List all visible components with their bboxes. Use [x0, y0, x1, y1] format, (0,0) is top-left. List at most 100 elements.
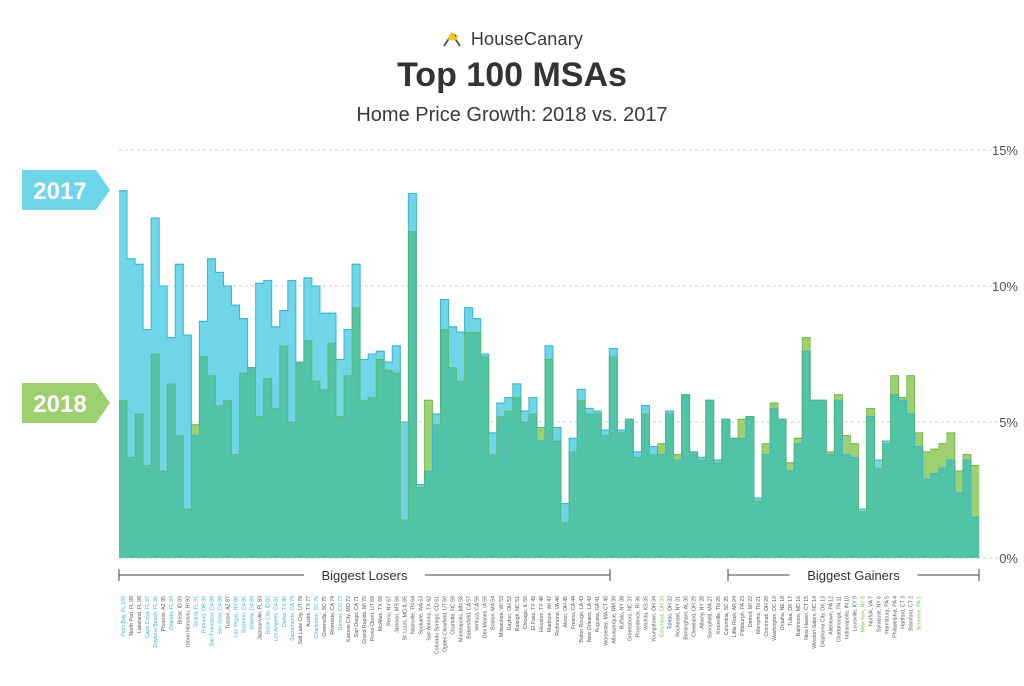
- bar-overlap: [400, 519, 409, 558]
- tag-label: 2017: [33, 178, 86, 205]
- bar-overlap: [834, 400, 843, 558]
- bar-overlap: [175, 435, 184, 558]
- tag-shape: [22, 170, 110, 210]
- bar-diff: [223, 286, 232, 401]
- x-tick-label: Dayton, OH 52: [507, 596, 513, 630]
- y-tick-label: 10%: [992, 279, 1018, 294]
- bar-overlap: [432, 424, 441, 558]
- bar-diff: [794, 438, 803, 444]
- bar-diff: [199, 321, 208, 357]
- bar-overlap: [713, 462, 723, 558]
- bar-diff: [231, 305, 240, 455]
- x-tick-label: McAllen, TX 68: [378, 596, 384, 631]
- bar-diff: [962, 454, 972, 461]
- bar-overlap: [906, 413, 916, 558]
- bar-overlap: [279, 345, 289, 558]
- x-tick-label: San Antonio, TX 62: [426, 596, 432, 641]
- x-tick-label: Urban Honolulu, HI 92: [185, 596, 191, 647]
- bar-diff: [143, 329, 152, 466]
- x-tick-label: Riverside, CA 74: [330, 596, 336, 635]
- bar-overlap: [440, 329, 449, 558]
- bar-diff: [922, 451, 932, 480]
- bar-diff: [175, 264, 184, 436]
- bar-diff: [826, 451, 835, 455]
- bracket-label: Biggest Losers: [322, 568, 408, 583]
- x-tick-label: Syracuse, NY 6: [877, 596, 883, 632]
- bar-diff: [327, 313, 337, 344]
- bar-overlap: [424, 470, 433, 558]
- bar-diff: [601, 430, 610, 436]
- bar-diff: [344, 329, 353, 376]
- x-tick-label: Richmond, VA 46: [555, 596, 561, 636]
- x-tick-label: Fresno, CA 44: [571, 596, 577, 629]
- bar-diff: [127, 258, 136, 458]
- bar-overlap: [770, 408, 779, 558]
- x-tick-label: Raleigh, NC 51: [515, 596, 521, 631]
- bar-overlap: [553, 441, 562, 558]
- bar-overlap: [472, 332, 481, 558]
- bar-overlap: [866, 416, 875, 558]
- x-tick-label: Jacksonville, FL 83: [258, 596, 264, 640]
- x-tick-label: Baton Rouge, LA 43: [579, 596, 585, 643]
- bar-overlap: [601, 435, 610, 558]
- bar-overlap: [143, 465, 152, 558]
- x-tick-label: Lakeland, FL 98: [137, 596, 143, 633]
- x-tick-label: Chicago, IL 50: [523, 596, 529, 629]
- x-tick-label: Spokane, WA 63: [418, 596, 424, 635]
- bar-overlap: [151, 354, 160, 558]
- bar-diff: [898, 397, 907, 401]
- bar-overlap: [721, 419, 731, 558]
- series-2018-outline: [119, 231, 979, 524]
- x-tick-label: Albuquerque, NM 39: [611, 596, 617, 644]
- bar-overlap: [593, 413, 602, 558]
- tag-shape: [22, 383, 110, 423]
- bar-overlap: [882, 443, 891, 558]
- bar-overlap: [850, 457, 859, 558]
- bar-overlap: [561, 522, 570, 558]
- bar-overlap: [753, 500, 763, 558]
- x-tick-label: Boston, MA 54: [491, 596, 497, 630]
- bar-overlap: [569, 451, 578, 558]
- bar-overlap: [922, 479, 932, 558]
- bar-overlap: [649, 454, 658, 558]
- bar-diff: [770, 402, 779, 409]
- bar-diff: [279, 310, 289, 346]
- bar-overlap: [167, 383, 176, 558]
- x-tick-label: Kansas City, MO 72: [346, 596, 352, 642]
- bar-diff: [641, 405, 650, 414]
- bar-overlap: [665, 413, 674, 558]
- x-tick-label: Boise, ID 93: [177, 596, 183, 624]
- bracket-label-bg: [789, 566, 918, 584]
- x-tick-label: Indianapolis, IN 10: [844, 596, 850, 639]
- bar-overlap: [528, 413, 538, 558]
- bar-diff: [480, 354, 490, 357]
- x-tick-label: Nashville, TN 64: [410, 596, 416, 634]
- x-tick-label: Madison, WI 47: [547, 596, 553, 632]
- x-tick-label: Austin, TX 77: [306, 596, 312, 627]
- x-tick-label: Louisville, KY 9: [852, 596, 858, 631]
- bar-overlap: [336, 416, 345, 558]
- bar-diff: [753, 498, 763, 501]
- x-tick-label: Pittsburgh, PA 23: [740, 596, 746, 636]
- x-tick-label: Tulsa, OK 17: [788, 596, 794, 626]
- bar-diff: [673, 454, 682, 461]
- bracket-label-bg: [304, 566, 425, 584]
- bar-diff: [336, 359, 345, 417]
- bar-overlap: [641, 413, 650, 558]
- bar-overlap: [874, 468, 883, 558]
- bar-overlap: [673, 460, 682, 558]
- bar-overlap: [344, 375, 353, 558]
- bar-diff: [842, 435, 851, 455]
- x-tick-label: Houston, TX 48: [539, 596, 545, 632]
- bar-diff: [906, 375, 916, 414]
- bar-diff: [786, 462, 795, 471]
- x-tick-label: Birmingham, AL 30: [684, 596, 690, 640]
- x-tick-label: Columbus, OH 33: [660, 596, 666, 637]
- bar-diff: [255, 283, 264, 417]
- x-tick-label: Denver, CO 73: [338, 596, 344, 630]
- bar-diff: [866, 408, 875, 417]
- bar-overlap: [295, 362, 305, 558]
- bar-diff: [697, 457, 707, 461]
- bar-overlap: [504, 411, 514, 558]
- bar-overlap: [239, 373, 248, 558]
